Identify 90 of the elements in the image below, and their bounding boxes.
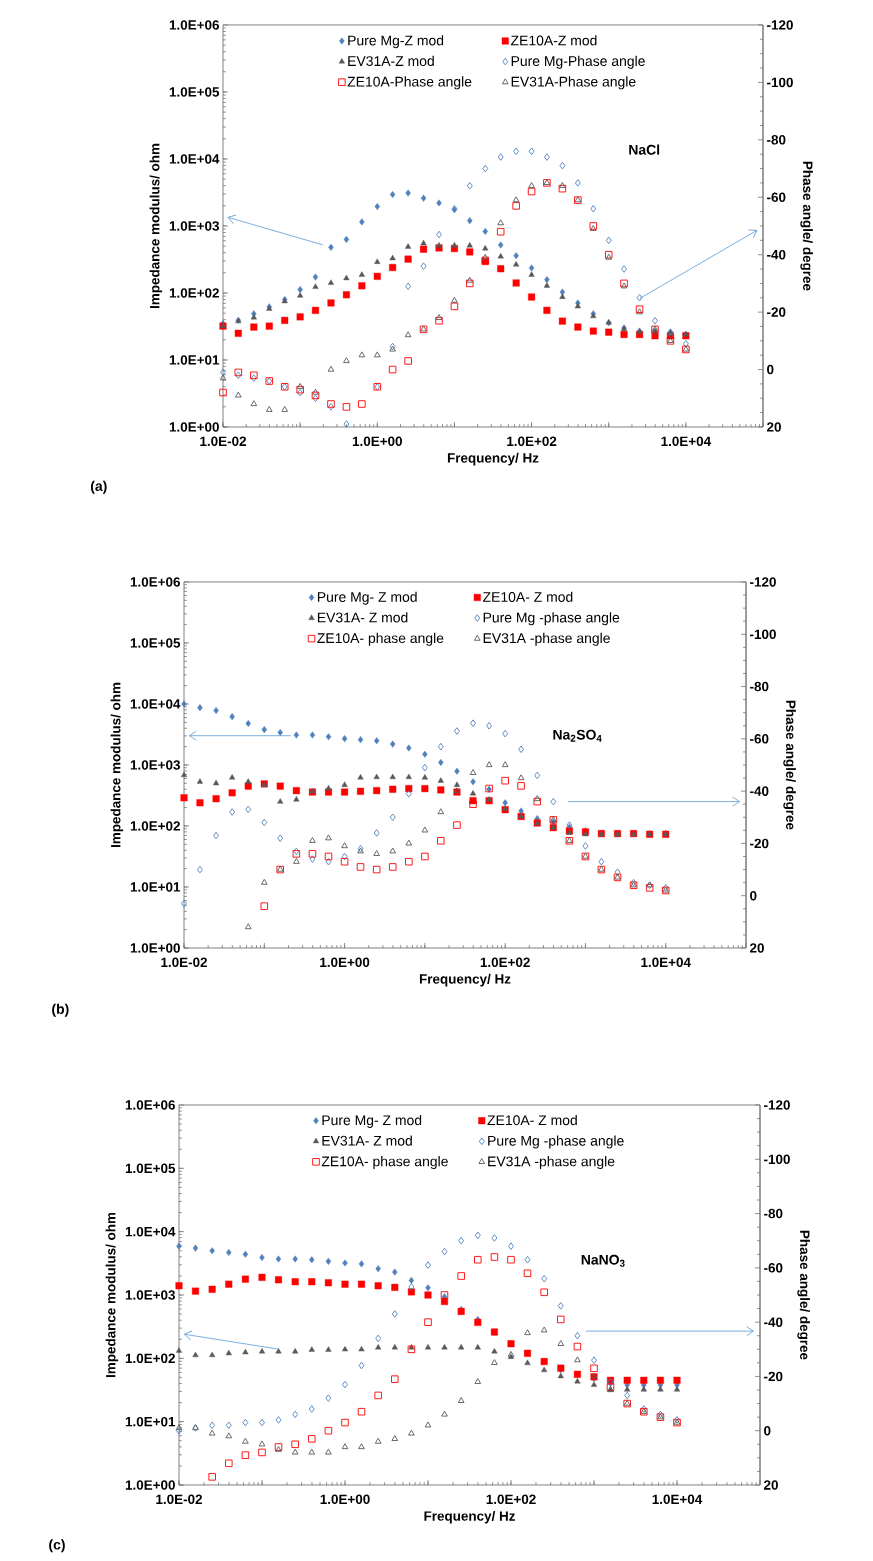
y-axis-title: Impedance modulus/ ohm [105,1212,119,1378]
legend-label: EV31A-Phase angle [511,76,636,90]
y-tick-label: 1.0E+01 [125,1416,176,1427]
y2-tick-label: -60 [764,1263,783,1273]
y2-tick-label: 20 [764,1480,778,1490]
y2-tick-label: -100 [767,77,793,88]
y2-tick-label: -20 [750,838,769,849]
x-axis-title: Frequency/ Hz [424,1510,515,1524]
x-tick-label: 1.0E+04 [661,436,712,447]
y2-tick-label: -20 [764,1371,783,1382]
y-tick-label: 1.0E+06 [130,577,180,587]
x-tick-label: 1.0E+02 [486,1494,536,1505]
legend-label: ZE10A-Z mod [511,35,597,46]
y-tick-label: 1.0E+00 [169,422,219,432]
annotation: Na$_{2}$SO$_{4}$ [553,729,602,742]
legend-label: Pure Mg- Z mod [317,591,417,605]
y-tick-label: 1.0E+00 [125,1480,175,1490]
y2-tick-label: -40 [750,786,769,796]
x-tick-label: 1.0E-02 [200,436,247,447]
y-tick-label: 1.0E+06 [125,1100,175,1110]
x-tick-label: 1.0E+00 [320,957,370,968]
y2-tick-label: -100 [764,1154,790,1165]
y-tick-label: 1.0E+06 [169,20,219,30]
y-tick-label: 1.0E+03 [169,221,219,231]
legend-label: Pure Mg -phase angle [483,612,620,626]
y-tick-label: 1.0E+01 [169,355,220,365]
x-tick-label: 1.0E-02 [161,957,208,968]
y2-axis-title: Phase angle/ degree [797,1230,810,1360]
legend-label: ZE10A- phase angle [317,632,444,646]
y2-tick-label: 20 [767,422,781,432]
y-tick-label: 1.0E+05 [125,1163,176,1174]
y2-tick-label: -80 [750,681,769,692]
x-tick-label: 1.0E-02 [156,1494,203,1505]
y2-tick-label: 0 [767,364,774,375]
y2-tick-label: -60 [750,734,769,744]
y-axis-title: Impedance modulus/ ohm [110,682,124,848]
legend-label: Pure Mg- Z mod [322,1114,422,1128]
legend-label: ZE10A-Phase angle [347,76,472,90]
legend-label: EV31A- Z mod [322,1135,412,1146]
x-axis-title: Frequency/ Hz [447,452,539,466]
x-tick-label: 1.0E+02 [507,436,557,447]
legend-label: ZE10A- Z mod [483,591,573,602]
y-tick-label: 1.0E+05 [169,87,220,97]
y2-tick-label: -80 [767,135,786,145]
y2-tick-label: -60 [767,192,786,203]
legend-label: EV31A -phase angle [483,632,610,646]
y-tick-label: 1.0E+01 [130,882,181,892]
y2-axis-title: Phase angle/ degree [783,700,796,830]
text: (a) [90,480,107,494]
y2-tick-label: -120 [764,1100,790,1110]
x-tick-label: 1.0E+04 [652,1494,703,1505]
legend-label: ZE10A- phase angle [321,1156,448,1170]
x-tick-label: 1.0E+04 [641,957,691,968]
y2-tick-label: -80 [764,1208,783,1219]
y-tick-label: 1.0E+04 [130,699,181,709]
legend-label: Pure Mg-Z mod [348,35,444,49]
text: (b) [52,1003,69,1017]
y-tick-label: 1.0E+03 [125,1290,175,1300]
x-tick-label: 1.0E+02 [480,957,530,968]
legend-label: ZE10A- Z mod [487,1114,577,1126]
x-tick-label: 1.0E+00 [320,1494,370,1505]
y2-tick-label: -40 [767,249,786,260]
y-tick-label: 1.0E+02 [125,1353,175,1364]
legend-label: Pure Mg-Phase angle [511,55,645,69]
y-axis-title: Impedance modulus/ ohm [149,143,163,309]
y2-tick-label: 20 [750,943,764,953]
y-tick-label: 1.0E+03 [130,760,180,770]
y-tick-label: 1.0E+05 [130,638,181,648]
annotation: NaNO$_{3}$ [581,1254,625,1267]
y-tick-label: 1.0E+04 [125,1226,176,1237]
legend-label: EV31A- Z mod [317,612,408,623]
annotation: NaCl [629,144,660,155]
y-tick-label: 1.0E+02 [130,821,180,831]
legend-label: EV31A -phase angle [488,1156,615,1170]
y2-tick-label: -120 [750,577,776,587]
y-tick-label: 1.0E+00 [130,943,180,953]
legend-label: Pure Mg -phase angle [488,1135,624,1149]
x-axis-title: Frequency/ Hz [419,973,511,987]
y-tick-label: 1.0E+04 [169,154,220,164]
text: (c) [49,1539,65,1553]
legend-label: EV31A-Z mod [348,55,434,67]
y2-tick-label: 0 [750,890,757,901]
y2-axis-title: Phase angle/ degree [800,161,813,291]
x-tick-label: 1.0E+00 [352,436,402,447]
y2-tick-label: -40 [764,1317,783,1327]
y2-tick-label: -20 [767,307,786,317]
y2-tick-label: -100 [750,629,776,640]
y-tick-label: 1.0E+02 [169,288,219,298]
y2-tick-label: -120 [767,20,793,30]
y2-tick-label: 0 [764,1425,771,1436]
